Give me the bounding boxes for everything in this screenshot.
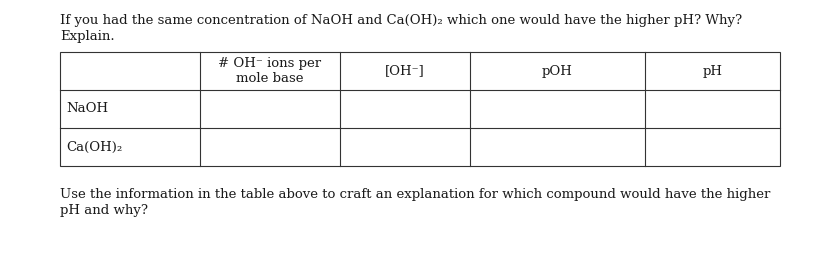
Text: Ca(OH)₂: Ca(OH)₂ bbox=[66, 141, 122, 153]
Text: pH and why?: pH and why? bbox=[60, 204, 148, 217]
Text: NaOH: NaOH bbox=[66, 102, 108, 115]
Text: pH: pH bbox=[701, 64, 722, 78]
Text: # OH⁻ ions per
mole base: # OH⁻ ions per mole base bbox=[218, 57, 321, 85]
Text: If you had the same concentration of NaOH and Ca(OH)₂ which one would have the h: If you had the same concentration of NaO… bbox=[60, 14, 741, 27]
Text: pOH: pOH bbox=[542, 64, 572, 78]
Text: Explain.: Explain. bbox=[60, 30, 114, 43]
Text: Use the information in the table above to craft an explanation for which compoun: Use the information in the table above t… bbox=[60, 188, 769, 201]
Bar bbox=[60, 52, 779, 166]
Text: [OH⁻]: [OH⁻] bbox=[385, 64, 424, 78]
